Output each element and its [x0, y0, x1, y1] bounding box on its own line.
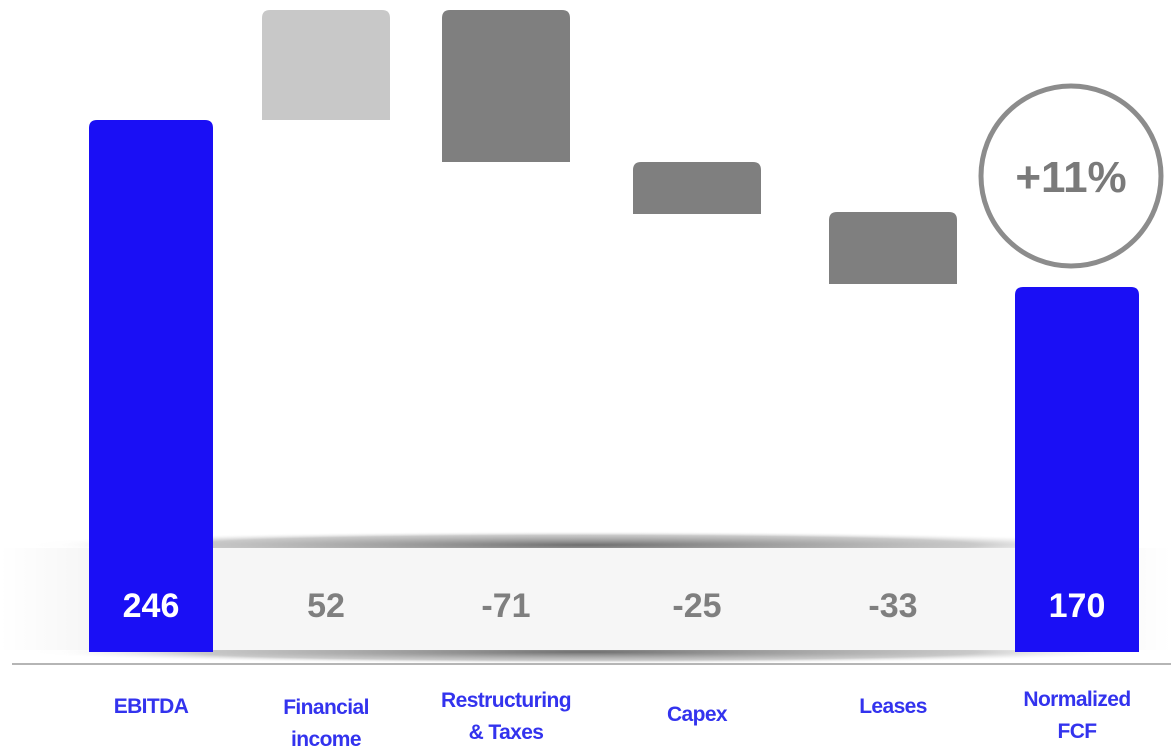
value-label: 52: [307, 587, 345, 625]
category-label: Financial income: [283, 696, 369, 751]
category-label: Leases: [859, 695, 927, 718]
value-label: -25: [672, 587, 721, 625]
value-label: 246: [123, 587, 180, 625]
bar-capex: [633, 162, 761, 214]
bars-layer: [89, 10, 1139, 652]
value-labels-layer: 246 52 -71 -25 -33 170: [123, 587, 1106, 625]
bar-restructuring-taxes: [442, 10, 570, 162]
bar-ebitda: [89, 120, 213, 652]
category-label-line: Restructuring: [441, 689, 571, 712]
growth-badge: +11%: [978, 83, 1164, 269]
category-label-line: Normalized: [1023, 688, 1130, 711]
bar-normalized-fcf: [1015, 287, 1139, 652]
category-label-line: Capex: [667, 703, 728, 726]
bar-financial-income: [262, 10, 390, 120]
category-labels-layer: EBITDA Financial income Restructuring & Taxe…: [114, 688, 1131, 751]
category-label-line: & Taxes: [469, 721, 544, 744]
value-label: -71: [481, 587, 530, 625]
badge-circle: [978, 83, 1164, 269]
category-label-line: Leases: [859, 695, 927, 718]
category-label: Restructuring & Taxes: [441, 689, 571, 744]
bar-leases: [829, 212, 957, 284]
badge-text: +11%: [1015, 153, 1126, 202]
category-label-line: EBITDA: [114, 695, 189, 718]
category-label-line: Financial: [283, 696, 369, 719]
category-label: Normalized FCF: [1023, 688, 1130, 743]
category-label-line: income: [291, 728, 361, 751]
category-label: EBITDA: [114, 695, 189, 718]
category-label: Capex: [667, 703, 728, 726]
value-label: 170: [1049, 587, 1106, 625]
value-label: -33: [868, 587, 917, 625]
category-label-line: FCF: [1057, 720, 1097, 743]
